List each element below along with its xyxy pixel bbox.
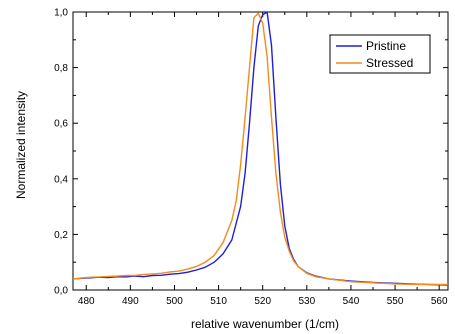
y-tick-label: 0,8 [54, 63, 68, 74]
y-tick-label: 1,0 [54, 8, 68, 19]
legend-box [329, 34, 431, 74]
y-tick-label: 0,4 [54, 174, 68, 185]
y-tick-label: 0,2 [54, 230, 68, 241]
x-tick-label: 490 [122, 296, 139, 307]
legend-label-pristine: Pristine [366, 39, 406, 53]
x-tick-label: 520 [254, 296, 271, 307]
x-axis: 480 490 500 510 520 530 540 550 560 [78, 12, 448, 307]
x-tick-label: 510 [210, 296, 227, 307]
legend: Pristine Stressed [329, 34, 431, 74]
y-tick-label: 0,6 [54, 119, 68, 130]
y-axis-label: Normalized intensity [14, 91, 28, 199]
x-tick-label: 530 [298, 296, 315, 307]
legend-label-stressed: Stressed [366, 56, 413, 70]
x-tick-label: 540 [343, 296, 360, 307]
x-axis-label: relative wavenumber (1/cm) [191, 317, 339, 331]
x-tick-label: 500 [166, 296, 183, 307]
series-group [72, 11, 449, 286]
x-tick-label: 550 [387, 296, 404, 307]
series-line-stressed [72, 12, 448, 286]
y-axis: 0,0 0,2 0,4 0,6 0,8 1,0 [54, 8, 448, 297]
x-tick-label: 480 [78, 296, 95, 307]
x-tick-label: 560 [431, 296, 448, 307]
y-tick-label: 0,0 [54, 286, 68, 297]
